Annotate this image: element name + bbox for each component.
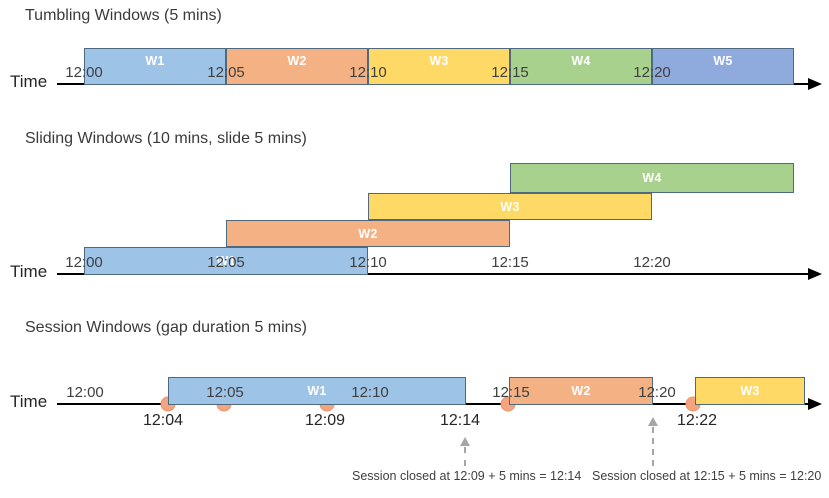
- session-close-annotation: Session closed at 12:15 + 5 mins = 12:20: [592, 469, 822, 483]
- window-label: W2: [287, 54, 307, 68]
- window-label: W5: [713, 54, 733, 68]
- diagram-title: Session Windows (gap duration 5 mins): [25, 319, 307, 336]
- time-axis-line: [57, 273, 808, 275]
- dashed-arrow: [460, 437, 470, 466]
- window-label: W2: [358, 226, 378, 241]
- tick-label: 12:15: [491, 254, 529, 271]
- time-axis-arrowhead: [808, 398, 822, 410]
- session-close-annotation: Session closed at 12:09 + 5 mins = 12:14: [352, 469, 582, 483]
- event-time-label: 12:22: [676, 412, 718, 429]
- dashed-arrow-head: [460, 437, 470, 446]
- tick-label: 12:20: [633, 254, 671, 271]
- window-w3: W3: [695, 377, 805, 405]
- time-axis-arrowhead: [808, 78, 822, 90]
- window-label: W4: [642, 171, 662, 185]
- dashed-arrow: [648, 417, 658, 466]
- tick-label: 12:10: [349, 254, 387, 271]
- window-w3: W3: [368, 48, 510, 85]
- tick-label: 12:10: [351, 384, 389, 401]
- diagram-title: Tumbling Windows (5 mins): [25, 7, 222, 24]
- window-label: W1: [145, 54, 165, 68]
- window-label: W3: [429, 54, 449, 68]
- tick-label: 12:15: [492, 384, 530, 401]
- tick-label: 12:10: [349, 64, 387, 81]
- window-label: W2: [571, 384, 591, 398]
- dashed-arrow-head: [648, 417, 658, 426]
- window-label: W3: [500, 199, 520, 214]
- window-w1: W1: [84, 247, 368, 275]
- window-w4: W4: [510, 163, 794, 193]
- window-w4: W4: [510, 48, 652, 85]
- dashed-arrow-shaft: [464, 447, 466, 466]
- tick-label: 12:00: [65, 64, 103, 81]
- time-axis-arrowhead: [808, 268, 822, 280]
- event-time-label: 12:04: [142, 412, 184, 429]
- window-label: W4: [571, 54, 591, 68]
- tick-label: 12:20: [638, 384, 676, 401]
- window-w3: W3: [368, 193, 652, 220]
- window-w2: W2: [226, 48, 368, 85]
- tick-label: 12:05: [207, 64, 245, 81]
- time-axis-label: Time: [10, 392, 48, 411]
- tick-label: 12:05: [207, 254, 245, 271]
- time-axis-label: Time: [10, 262, 48, 281]
- window-w2: W2: [509, 377, 653, 405]
- tick-label: 12:05: [206, 384, 244, 401]
- window-w5: W5: [652, 48, 794, 85]
- window-w1: W1: [168, 377, 466, 405]
- tick-label: 12:20: [633, 64, 671, 81]
- window-w2: W2: [226, 220, 510, 247]
- window-label: W1: [216, 254, 236, 268]
- tick-label: 12:00: [66, 384, 104, 401]
- diagram-title: Sliding Windows (10 mins, slide 5 mins): [25, 130, 307, 147]
- window-label: W3: [740, 384, 760, 398]
- event-time-label: 12:14: [439, 412, 481, 429]
- time-axis-label: Time: [10, 72, 48, 91]
- event-time-label: 12:09: [304, 412, 346, 429]
- tick-label: 12:15: [491, 64, 529, 81]
- window-label: W1: [307, 384, 327, 398]
- window-w1: W1: [84, 48, 226, 85]
- tick-label: 12:00: [65, 254, 103, 271]
- dashed-arrow-shaft: [652, 427, 654, 466]
